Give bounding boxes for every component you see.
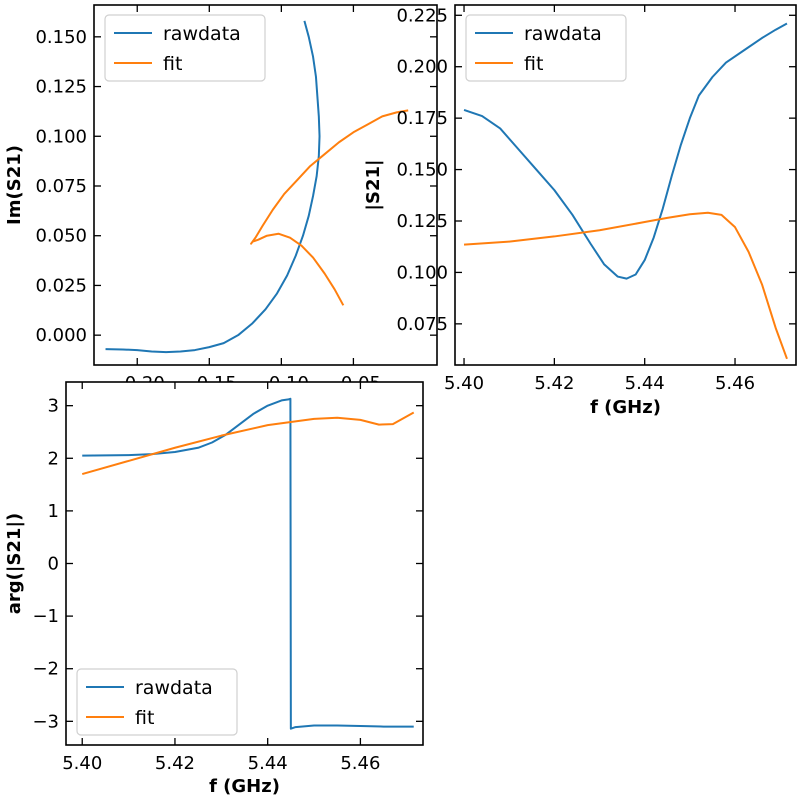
y-tick-label: 0.100 (35, 126, 87, 147)
legend-label-rawdata: rawdata (163, 23, 241, 45)
y-tick-label: 0.150 (396, 160, 448, 181)
x-tick-label: 5.44 (625, 373, 665, 394)
y-tick-label: 0.100 (396, 262, 448, 283)
x-tick-label: 5.46 (340, 753, 380, 774)
y-tick-label: 0.125 (35, 77, 87, 98)
y-axis-label: |S21| (363, 159, 384, 210)
y-tick-label: −3 (32, 711, 59, 732)
legend: rawdata fit (104, 14, 266, 82)
x-tick-label: 5.44 (248, 753, 288, 774)
y-tick-label: 0.175 (396, 108, 448, 129)
series-line-fit (81, 411, 415, 476)
axes-frame (93, 4, 438, 366)
y-tick-label: 2 (48, 448, 59, 469)
series-line-rawdata (105, 20, 321, 354)
x-tick-label: 5.40 (444, 373, 484, 394)
y-tick-label: 0.225 (396, 5, 448, 26)
legend-box (76, 668, 238, 736)
x-tick-label: 5.40 (62, 753, 102, 774)
chart-panel-3: 5.40 5.42 5.44 5.46 −3 −2 −1 0 1 2 3 f (GHz) arg(|S2… (4, 381, 424, 797)
legend-label-rawdata: rawdata (135, 677, 213, 699)
series-line-rawdata (82, 397, 414, 730)
y-tick-label: 0.075 (35, 176, 87, 197)
legend-label-rawdata: rawdata (524, 23, 602, 45)
y-tick-label: −2 (32, 659, 59, 680)
series-line-fit (463, 211, 788, 360)
legend-label-fit: fit (135, 707, 154, 729)
y-axis-label: arg(|S21|) (4, 513, 25, 615)
y-tick-label: 0.075 (396, 314, 448, 335)
y-tick-label: 0.200 (396, 57, 448, 78)
legend: rawdata fit (465, 14, 627, 82)
series-line-rawdata (463, 22, 788, 280)
y-tick-label: 0.025 (35, 275, 87, 296)
x-tick-label: 5.42 (155, 753, 195, 774)
y-tick-label: −1 (32, 606, 59, 627)
x-tick-label: 5.42 (534, 373, 574, 394)
y-axis-label: Im(S21) (4, 145, 25, 225)
axes-frame (454, 4, 797, 366)
chart-panel-2: 5.40 5.42 5.44 5.46 0.075 0.100 0.125 0.150 0.17… (363, 4, 797, 418)
chart-panel-1: −0.20−0.15−0.10−0.050.0000.0250.0500.075… (4, 4, 438, 418)
legend-label-fit: fit (163, 53, 182, 75)
legend-box (465, 14, 627, 82)
y-tick-label: 0.000 (35, 325, 87, 346)
y-tick-label: 0.125 (396, 211, 448, 232)
legend-box (104, 14, 266, 82)
legend-label-fit: fit (524, 53, 543, 75)
y-tick-label: 0 (48, 554, 59, 575)
legend: rawdata fit (76, 668, 238, 736)
y-tick-label: 0.150 (35, 27, 87, 48)
x-tick-label: 5.46 (715, 373, 755, 394)
x-axis-label: f (GHz) (590, 397, 661, 418)
y-tick-label: 0.050 (35, 226, 87, 247)
x-axis-label: f (GHz) (209, 776, 280, 797)
y-tick-label: 1 (48, 501, 59, 522)
y-tick-label: 3 (48, 396, 59, 417)
series-line-fit (250, 109, 409, 306)
